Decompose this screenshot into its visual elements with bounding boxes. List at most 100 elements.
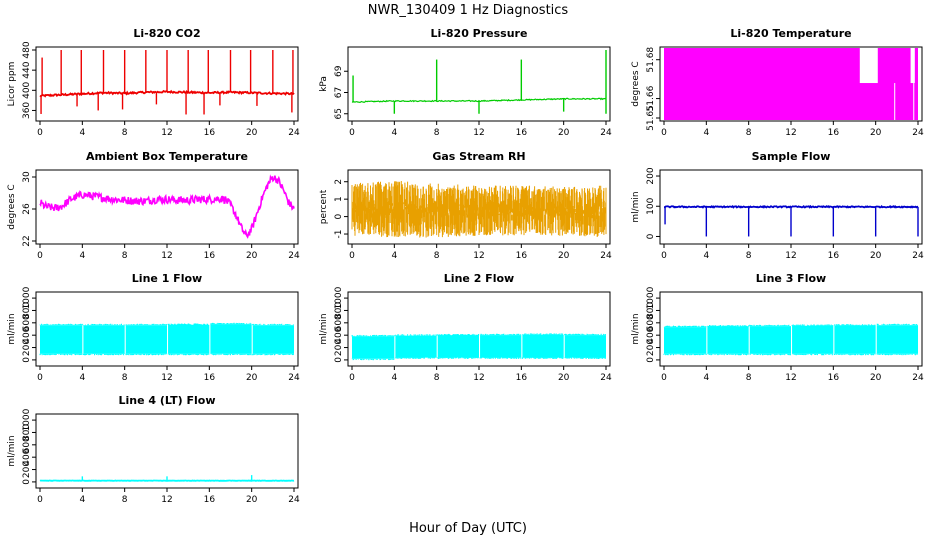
y-tick-label: 1000: [22, 286, 32, 309]
flow-block-edge: [833, 324, 876, 356]
y-tick-label: 0: [22, 479, 32, 485]
x-tick-label: 0: [349, 251, 355, 261]
x-tick-label: 16: [828, 251, 840, 261]
y-axis-label: ml/min: [631, 313, 641, 344]
x-tick-label: 8: [434, 128, 440, 138]
x-tick-label: 24: [912, 373, 924, 383]
data-marks: [39, 475, 295, 482]
flow-block-edge: [479, 333, 522, 359]
y-tick-label: 400: [22, 326, 32, 343]
y-tick-label: 26: [22, 203, 32, 215]
x-tick-label: 16: [204, 251, 216, 261]
x-tick-label: 16: [516, 128, 528, 138]
x-tick-label: 12: [161, 373, 172, 383]
y-tick-label: 51.68: [646, 47, 656, 73]
data-marks: [39, 322, 294, 356]
flow-block: [876, 325, 918, 354]
flow-block: [834, 325, 876, 354]
y-axis-label: percent: [319, 189, 329, 224]
y-tick-label: 200: [646, 167, 656, 184]
x-tick-label: 12: [161, 128, 172, 138]
x-tick-label: 0: [661, 373, 667, 383]
flow-block-edge: [82, 323, 126, 356]
x-tick-label: 4: [703, 128, 709, 138]
x-tick-label: 12: [161, 251, 172, 261]
data-marks: [664, 204, 919, 237]
x-tick-label: 20: [558, 373, 570, 383]
panel-box_temp: Ambient Box Temperature 0 4 8 12 16 20 24 22 26 30…: [7, 150, 300, 261]
y-axis-label: kPa: [319, 76, 329, 92]
y-tick-label: 51.65: [646, 105, 656, 131]
panel-title: Li-820 Temperature: [730, 27, 851, 40]
panel-title: Gas Stream RH: [432, 150, 525, 163]
y-tick-label: 600: [22, 436, 32, 453]
data-marks: [351, 181, 607, 238]
x-tick-label: 12: [785, 128, 796, 138]
flow-block-edge: [252, 323, 294, 356]
x-tick-label: 24: [288, 373, 300, 383]
y-tick-label: 1000: [646, 286, 656, 309]
y-tick-label: 360: [22, 102, 32, 119]
x-tick-label: 12: [785, 251, 796, 261]
y-tick-label: 200: [22, 461, 32, 478]
fill-area: [664, 48, 918, 120]
x-tick-label: 24: [600, 251, 612, 261]
y-tick-label: 400: [646, 326, 656, 343]
x-tick-label: 4: [391, 373, 397, 383]
x-tick-label: 24: [912, 251, 924, 261]
y-axis-label: Licor ppm: [7, 62, 17, 107]
y-axis-label: degrees C: [7, 184, 17, 229]
flow-block: [480, 335, 522, 358]
flow-block-edge: [125, 323, 167, 356]
y-tick-label: 600: [334, 314, 344, 331]
y-tick-label: 0: [334, 357, 344, 363]
flow-block: [792, 325, 834, 354]
flow-block: [252, 325, 294, 354]
x-tick-label: 20: [870, 128, 882, 138]
x-tick-label: 16: [516, 373, 528, 383]
y-axis-label: ml/min: [7, 313, 17, 344]
data-marks: [663, 323, 918, 356]
x-tick-label: 4: [79, 128, 85, 138]
y-tick-label: 600: [646, 314, 656, 331]
y-tick-label: 400: [22, 448, 32, 465]
x-tick-label: 20: [558, 251, 570, 261]
x-tick-label: 0: [37, 251, 43, 261]
y-tick-label: 1000: [334, 286, 344, 309]
y-tick-label: 200: [646, 339, 656, 356]
flow-block-edge: [394, 334, 438, 359]
panel-title: Line 4 (LT) Flow: [119, 394, 216, 407]
flow-block-edge: [39, 323, 83, 356]
flow-block-edge: [437, 333, 479, 359]
flow-block: [40, 325, 83, 354]
x-tick-label: 0: [37, 495, 43, 505]
x-axis-label: Hour of Day (UTC): [409, 521, 527, 536]
y-tick-label: 200: [22, 339, 32, 356]
y-tick-label: 440: [22, 61, 32, 78]
x-tick-label: 20: [246, 495, 258, 505]
y-tick-label: 30: [22, 171, 32, 183]
y-tick-label: 1: [334, 196, 344, 202]
x-tick-label: 8: [122, 128, 128, 138]
x-tick-label: 20: [246, 128, 258, 138]
x-tick-label: 24: [600, 373, 612, 383]
flow-block: [352, 336, 395, 359]
flow-block: [125, 325, 167, 354]
y-tick-label: 0: [646, 357, 656, 363]
flow-block-edge: [564, 333, 606, 359]
y-tick-label: 51.66: [646, 85, 656, 111]
x-tick-label: 0: [37, 128, 43, 138]
data-marks: [351, 50, 607, 114]
x-tick-label: 8: [122, 495, 128, 505]
flow-block-edge: [167, 323, 210, 356]
x-tick-label: 24: [288, 495, 300, 505]
flow-block-edge: [663, 325, 707, 356]
flow-block: [707, 326, 749, 354]
x-tick-label: 12: [473, 251, 484, 261]
x-tick-label: 0: [349, 373, 355, 383]
flow-block: [749, 326, 791, 354]
